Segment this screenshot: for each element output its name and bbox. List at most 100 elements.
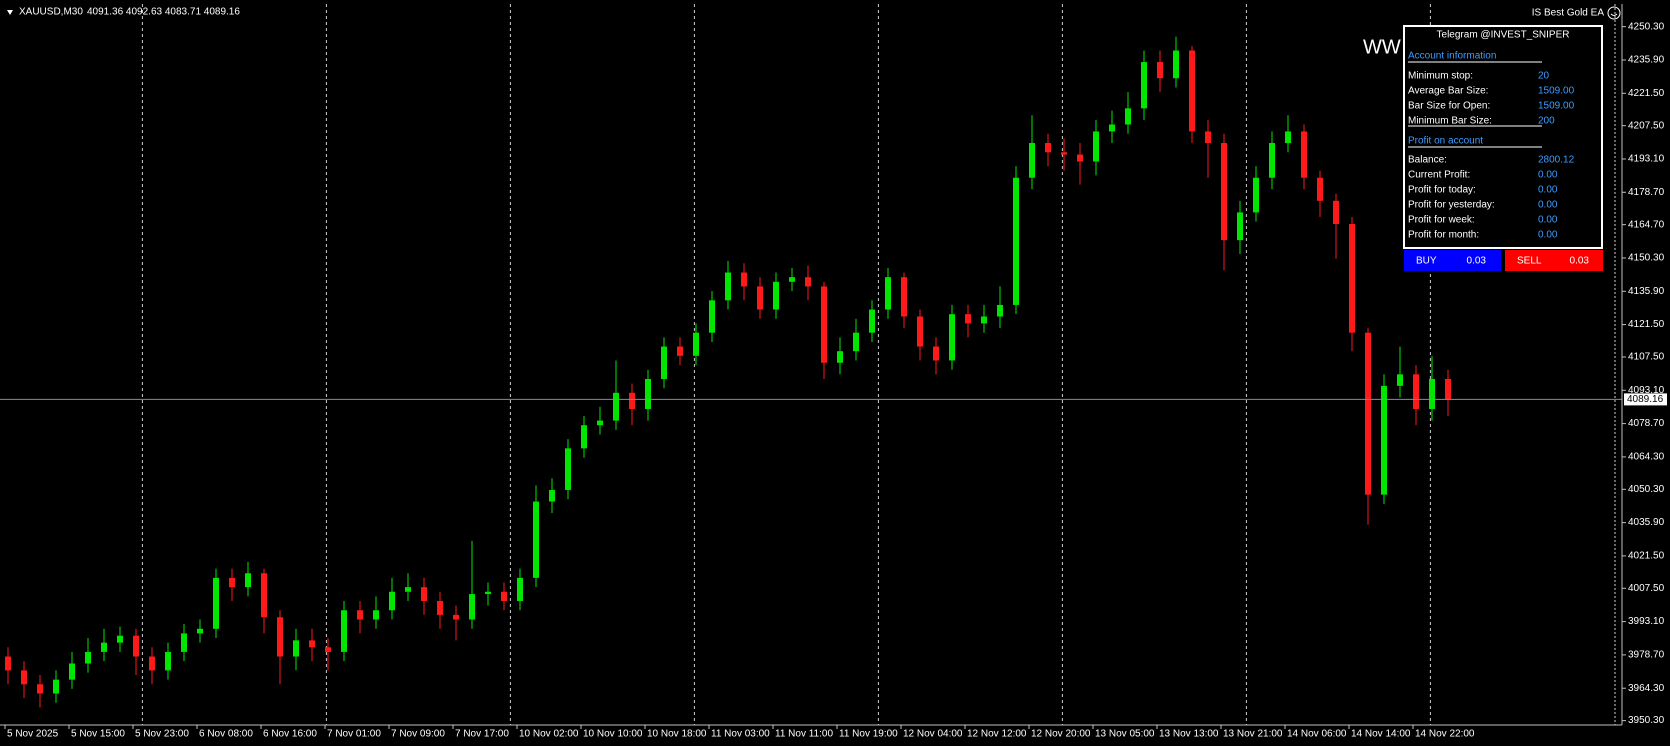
candle-body [213,577,219,629]
candle-body [1061,152,1067,155]
candle-body [581,425,587,449]
candle-body [725,272,731,301]
candle-body [1221,143,1227,241]
buy-label[interactable]: BUY [1416,256,1437,267]
y-tick-label: 4150.30 [1628,253,1665,264]
panel-row-value: 0.00 [1538,215,1558,226]
panel-row-label: Bar Size for Open: [1408,101,1490,112]
candle-body [53,679,59,694]
candle-body [1141,62,1147,109]
candle-body [405,587,411,592]
candle-body [565,448,571,490]
candle-body [1125,108,1131,125]
candle-body [949,314,955,361]
candle-body [261,573,267,618]
x-tick-label: 7 Nov 17:00 [455,729,509,740]
candle-body [437,601,443,615]
candle-body [341,610,347,652]
candle-body [117,635,123,643]
candle-body [1173,50,1179,79]
candle-body [85,651,91,664]
candle-body [629,392,635,410]
panel-row-value: 0.00 [1538,230,1558,241]
candle-body [21,670,27,685]
sell-button[interactable] [1505,250,1603,271]
y-tick-label: 4064.30 [1628,452,1665,463]
candle-body [613,392,619,421]
x-tick-label: 6 Nov 16:00 [263,729,317,740]
candle-body [997,304,1003,317]
candle-body [517,577,523,602]
candle-body [357,610,363,620]
bid-label: 4089.16 [1627,394,1664,405]
bid-tag [1624,393,1667,406]
buy-button[interactable] [1404,250,1501,271]
candle-body [1397,374,1403,386]
candle-body [677,346,683,356]
y-tick-label: 4250.30 [1628,21,1665,32]
candle-body [885,277,891,310]
candle-body [933,346,939,361]
x-tick-label: 10 Nov 02:00 [519,729,579,740]
panel-row-label: Balance: [1408,155,1447,166]
candle-body [965,314,971,324]
y-tick-label: 3950.30 [1628,715,1665,726]
y-tick-label: 4164.70 [1628,219,1665,230]
ea-smiley [1607,6,1621,20]
panel-row-value: 1509.00 [1538,101,1575,112]
panel-row-label: Minimum Bar Size: [1408,116,1492,127]
candle-body [469,594,475,620]
info-panel: Telegram @INVEST_SNIPER Account informat… [1403,25,1603,271]
candle-body [773,281,779,310]
candle-body [325,647,331,652]
candle-body [1445,378,1451,400]
candle-body [693,332,699,356]
panel-row-value: 20 [1538,71,1550,82]
candle-body [5,656,11,671]
x-tick-label: 13 Nov 21:00 [1223,729,1283,740]
panel-row-value: 0.00 [1538,185,1558,196]
y-tick-label: 4021.50 [1628,551,1665,562]
candle-body [485,591,491,595]
candle-body [645,378,651,410]
candle-body [805,277,811,287]
candle-body [597,420,603,426]
x-tick-label: 13 Nov 05:00 [1095,729,1155,740]
candle-body [245,573,251,588]
candle-body [821,286,827,363]
panel-row-label: Minimum stop: [1408,71,1473,82]
x-tick-label: 10 Nov 18:00 [647,729,707,740]
candle-body [1365,332,1371,495]
y-tick-label: 3978.70 [1628,650,1665,661]
x-tick-label: 14 Nov 06:00 [1287,729,1347,740]
y-tick-label: 3993.10 [1628,616,1665,627]
candle-body [101,642,107,652]
symbol: XAUUSD,M30 [19,7,83,18]
candle-body [37,684,43,694]
candle-body [501,591,507,602]
sell-label[interactable]: SELL [1517,256,1542,267]
buy-lot[interactable]: 0.03 [1467,256,1487,267]
ea-name: IS Best Gold EA [1532,8,1605,19]
x-tick-label: 13 Nov 13:00 [1159,729,1219,740]
candle-body [789,277,795,282]
x-tick-label: 11 Nov 03:00 [711,729,770,740]
sell-lot[interactable]: 0.03 [1570,256,1590,267]
symbol-menu-arrow[interactable] [7,10,13,15]
candle-body [901,277,907,317]
panel-row-label: Profit for yesterday: [1408,200,1495,211]
panel-row-value: 200 [1538,116,1555,127]
candle-body [1237,212,1243,241]
candle-body [1029,143,1035,178]
x-tick-label: 12 Nov 04:00 [903,729,963,740]
y-tick-label: 4193.10 [1628,154,1665,165]
x-tick-label: 12 Nov 20:00 [1031,729,1091,740]
panel-row-label: Profit for week: [1408,215,1475,226]
candle-body [1109,124,1115,132]
candle-body [1301,131,1307,178]
panel-row-value: 0.00 [1538,170,1558,181]
section-title: Account information [1408,51,1496,62]
candle-body [757,286,763,310]
y-tick-label: 4235.90 [1628,55,1665,66]
x-tick-label: 7 Nov 01:00 [327,729,381,740]
